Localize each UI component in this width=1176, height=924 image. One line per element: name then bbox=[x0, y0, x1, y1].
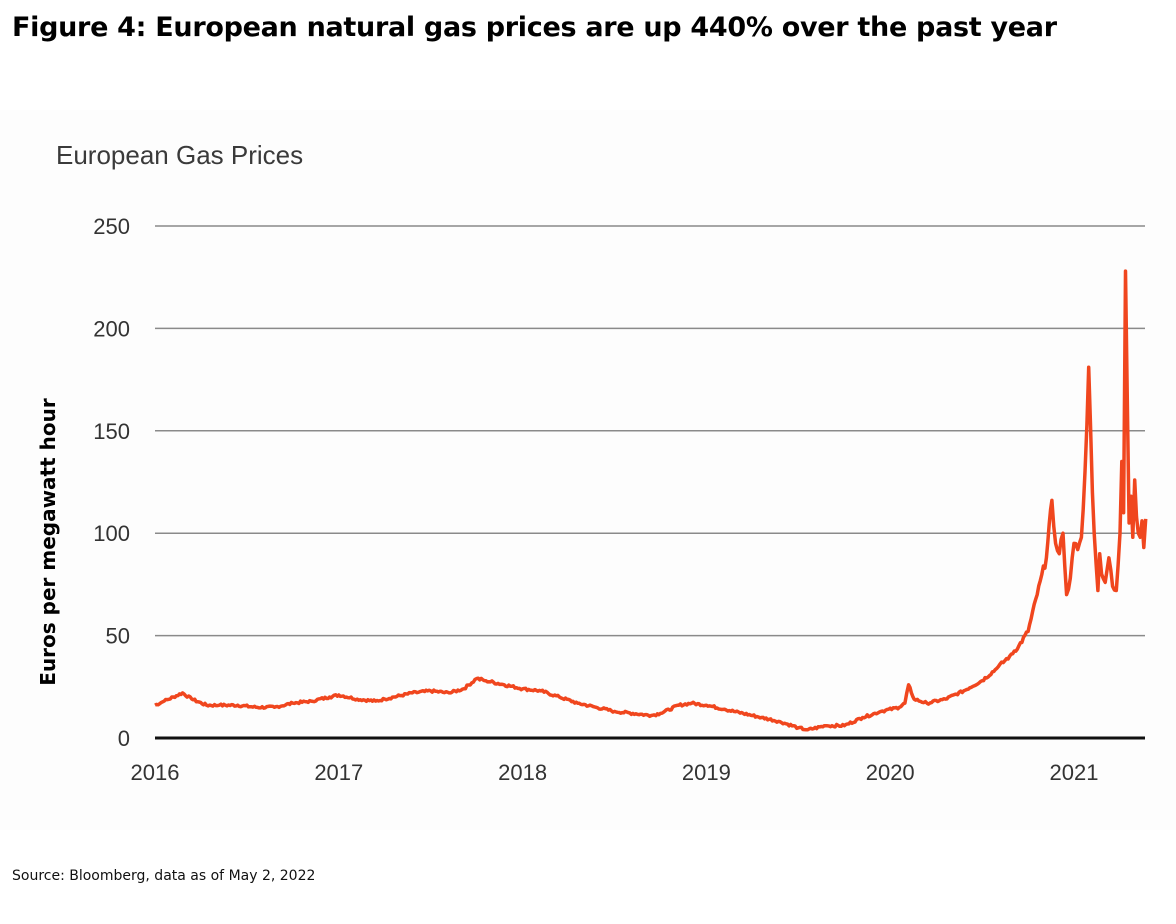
y-tick-label: 0 bbox=[118, 726, 130, 751]
series-line-0 bbox=[154, 269, 1148, 732]
y-axis-label: Euros per megawatt hour bbox=[36, 398, 60, 686]
x-tick-label: 2016 bbox=[131, 760, 180, 785]
x-tick-label: 2017 bbox=[314, 760, 363, 785]
x-tick-label: 2019 bbox=[682, 760, 731, 785]
chart-title: European Gas Prices bbox=[56, 140, 303, 170]
source-note: Source: Bloomberg, data as of May 2, 202… bbox=[12, 868, 316, 884]
x-tick-label: 2018 bbox=[498, 760, 547, 785]
y-tick-label: 200 bbox=[93, 316, 130, 341]
y-tick-label: 250 bbox=[93, 214, 130, 239]
y-tick-label: 100 bbox=[93, 521, 130, 546]
y-tick-label: 50 bbox=[106, 624, 130, 649]
gridlines bbox=[155, 225, 1145, 637]
x-axis-ticks: 2016 2017 2018 2019 2020 2021 bbox=[131, 760, 1099, 785]
line-chart: European Gas Prices 0 50 100 150 200 250 2016… bbox=[36, 140, 1148, 785]
y-tick-label: 150 bbox=[93, 419, 130, 444]
chart-area: European Gas Prices 0 50 100 150 200 250 2016… bbox=[0, 110, 1176, 830]
figure-title: Figure 4: European natural gas prices ar… bbox=[12, 12, 1057, 43]
y-axis-ticks: 0 50 100 150 200 250 bbox=[93, 214, 130, 751]
series-group bbox=[154, 269, 1148, 732]
x-tick-label: 2021 bbox=[1050, 760, 1099, 785]
x-tick-label: 2020 bbox=[866, 760, 915, 785]
